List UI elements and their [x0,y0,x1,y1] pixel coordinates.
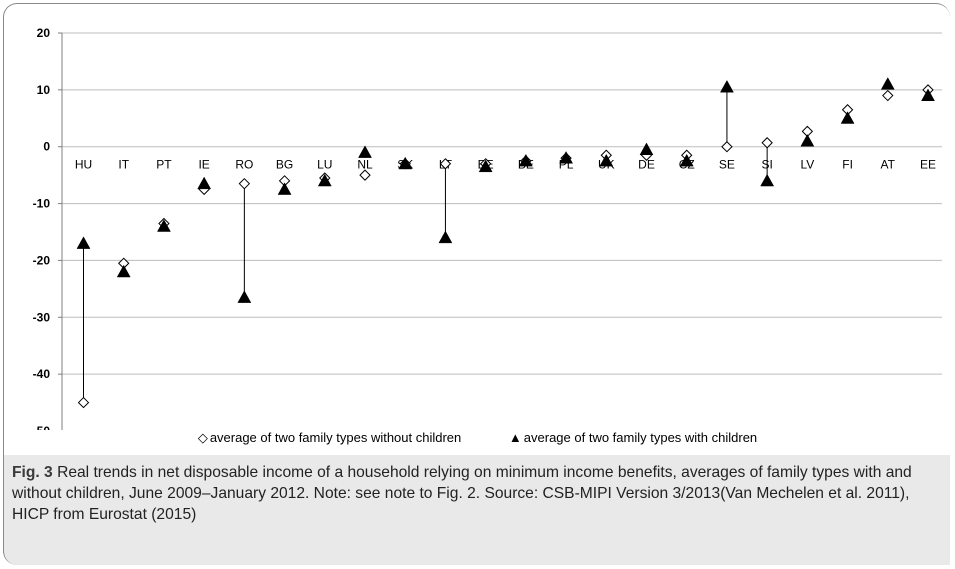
legend-label: average of two family types without chil… [209,430,462,445]
x-tick-label: IE [198,158,209,172]
data-point-diamond [238,177,251,190]
x-tick-label: NL [357,158,373,172]
data-point-triangle [639,142,654,156]
data-point-diamond [721,141,733,153]
caption-background [3,455,950,565]
y-tick-label: -50 [33,424,51,430]
data-point-triangle [478,159,493,173]
x-tick-label: SE [719,158,735,172]
data-point-triangle [237,290,252,303]
figure-caption: Fig. 3 Real trends in net disposable inc… [12,462,937,525]
data-point-triangle [559,151,573,164]
data-point-triangle [720,79,734,93]
data-point-diamond [439,158,452,170]
legend-item-with-children: ▲ average of two family types with childr… [509,430,757,445]
data-point-triangle [800,134,815,147]
x-tick-label: AT [881,158,896,172]
data-point-triangle [880,77,895,90]
series-with-children [76,77,935,303]
y-tick-label: -20 [33,253,51,267]
connector-lines [83,87,768,403]
x-tick-label: LU [317,158,332,172]
data-point-triangle [760,173,775,187]
data-point-triangle [921,88,935,101]
x-tick-label: DE [638,158,655,172]
x-tick-label: FI [842,158,853,172]
data-point-triangle [197,176,212,190]
gridlines [62,32,942,375]
data-point-diamond [761,137,773,149]
data-point-triangle [679,153,694,167]
open-diamond-icon: ◇ [197,430,208,445]
x-tick-label: PT [156,158,172,172]
data-point-triangle [599,153,614,167]
data-point-triangle [317,173,332,187]
data-point-diamond [359,169,371,181]
data-point-triangle [157,219,171,232]
y-tick-label: -40 [33,367,51,381]
series-without-children [77,84,934,409]
legend-item-without-children: ◇ average of two family types without chi… [198,430,461,446]
data-point-triangle [116,264,131,278]
data-point-triangle [398,156,413,170]
filled-triangle-icon: ▲ [508,430,522,445]
x-tick-label: IT [118,158,129,172]
data-point-diamond [77,396,90,409]
data-point-triangle [840,111,855,124]
figure-label: Fig. 3 [12,464,53,481]
y-tick-label: -10 [33,197,51,211]
x-tick-label: EE [920,158,936,172]
caption-text: Real trends in net disposable income of … [12,464,912,523]
data-point-triangle [518,153,533,167]
data-point-triangle [358,145,372,158]
legend-label: average of two family types with childre… [523,430,758,445]
x-tick-labels: HUITPTIEROBGLUNLSKLTEEBEPLUKDECZSESILVFI… [75,158,936,172]
x-tick-label: BG [276,158,293,172]
data-point-triangle [76,236,91,249]
x-tick-label: LV [800,158,814,172]
legend: ◇ average of two family types without chi… [0,430,955,446]
y-tick-label: 20 [37,26,51,40]
y-tick-labels: 20 10 0 -10 -20 -30 -40 -50 [33,26,51,430]
data-point-diamond [882,89,894,102]
y-tick-label: 10 [37,83,51,97]
data-point-triangle [438,230,453,244]
y-axis [58,32,63,430]
x-tick-label: RO [235,158,253,172]
y-tick-label: 0 [43,140,50,154]
x-tick-label: HU [75,158,92,172]
y-tick-label: -30 [33,310,51,324]
data-point-triangle [277,182,292,195]
